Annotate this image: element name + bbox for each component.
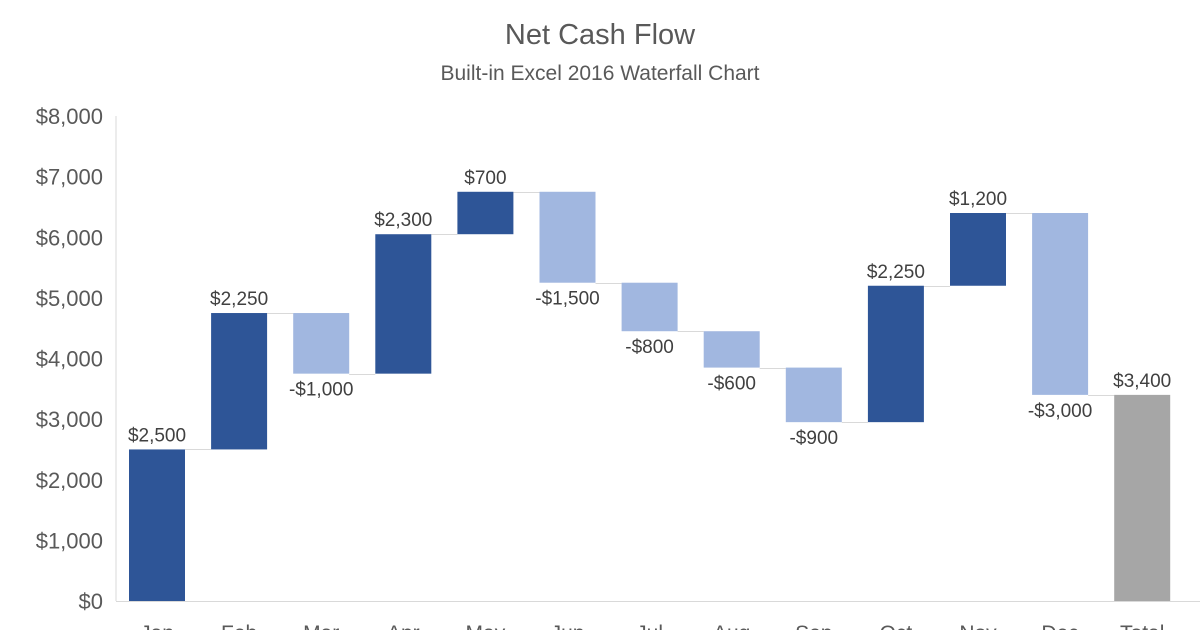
- waterfall-bar: [539, 191, 596, 283]
- data-label: -$900: [789, 428, 838, 449]
- y-tick-label: $7,000: [36, 165, 103, 190]
- data-label: -$600: [707, 374, 756, 395]
- data-label: $2,300: [374, 210, 432, 231]
- data-label: $700: [464, 168, 506, 189]
- x-tick-label: Mar: [303, 622, 339, 630]
- y-tick-label: $0: [79, 589, 103, 614]
- data-label: -$800: [625, 337, 674, 358]
- x-tick-label: Jul: [636, 622, 663, 630]
- waterfall-bar: [1032, 213, 1089, 395]
- waterfall-bar: [621, 282, 678, 332]
- data-labels: $2,500 $2,250 -$1,000 $2,300 $700 -$1,500 -$80…: [128, 168, 1171, 449]
- x-tick-label: Jun: [551, 622, 585, 630]
- x-tick-label: Jan: [140, 622, 174, 630]
- data-label: -$1,000: [289, 380, 353, 401]
- waterfall-bar: [129, 449, 185, 601]
- bars: [129, 191, 1171, 601]
- y-tick-label: $1,000: [36, 528, 103, 553]
- x-tick-label: Dec: [1041, 622, 1078, 630]
- data-label: $2,250: [210, 289, 268, 310]
- chart-subtitle: Built-in Excel 2016 Waterfall Chart: [440, 62, 759, 85]
- data-label: $3,400: [1113, 371, 1171, 392]
- waterfall-bar: [785, 367, 842, 423]
- waterfall-bar: [457, 191, 514, 235]
- x-tick-label: Nov: [959, 622, 997, 630]
- data-label: -$1,500: [535, 289, 599, 310]
- waterfall-bar: [703, 331, 760, 368]
- waterfall-bar: [293, 313, 350, 374]
- waterfall-bar: [950, 213, 1006, 286]
- y-tick-label: $4,000: [36, 347, 103, 372]
- y-tick-label: $6,000: [36, 225, 103, 250]
- chart-title: Net Cash Flow: [505, 19, 696, 51]
- waterfall-bar: [867, 285, 924, 423]
- waterfall-bar: [211, 313, 268, 450]
- x-tick-label: Sep: [795, 622, 832, 630]
- data-label: $2,250: [867, 262, 925, 283]
- y-tick-label: $3,000: [36, 407, 103, 432]
- x-tick-label: Total: [1120, 622, 1164, 630]
- connector-lines: [185, 192, 1115, 450]
- data-label: $1,200: [949, 189, 1007, 210]
- axes: $0 $1,000 $2,000 $3,000 $4,000 $5,000 $6,000 $7…: [36, 104, 1200, 630]
- x-tick-label: Feb: [221, 622, 257, 630]
- data-label: $2,500: [128, 425, 186, 446]
- y-tick-label: $5,000: [36, 286, 103, 311]
- y-tick-label: $8,000: [36, 104, 103, 129]
- data-label: -$3,000: [1028, 401, 1092, 422]
- waterfall-bar: [1114, 394, 1171, 601]
- x-tick-label: Oct: [880, 622, 913, 630]
- x-tick-label: Apr: [387, 622, 420, 630]
- x-tick-label: May: [466, 622, 506, 630]
- waterfall-bar: [375, 234, 432, 374]
- y-tick-label: $2,000: [36, 468, 103, 493]
- x-tick-label: Aug: [713, 622, 750, 630]
